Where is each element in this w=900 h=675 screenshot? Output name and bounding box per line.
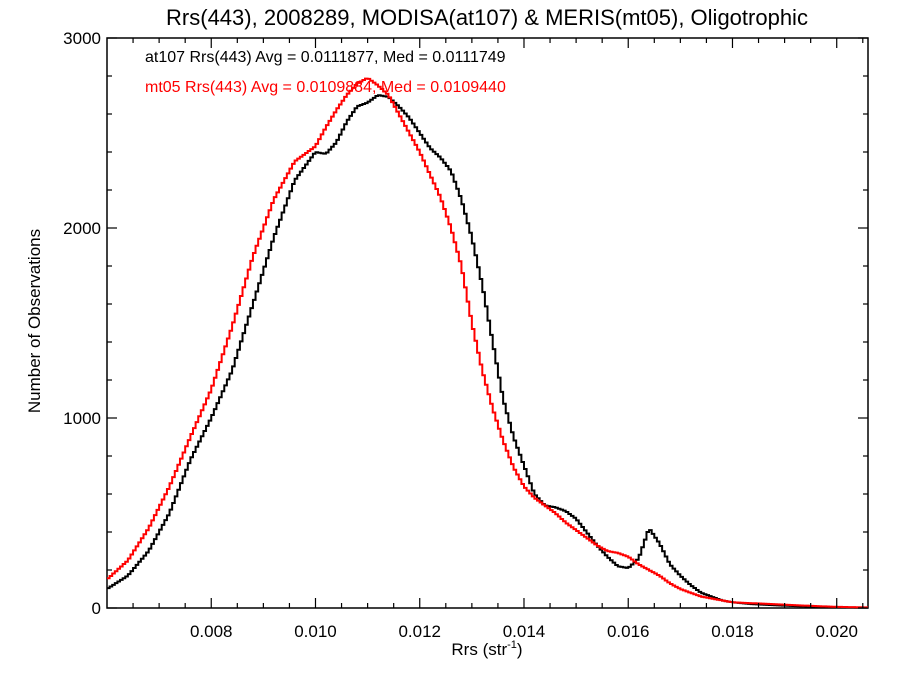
x-axis-label: Rrs (str-1): [451, 639, 522, 659]
x-axis-label-end: ): [517, 640, 523, 659]
plot-frame: [106, 37, 869, 609]
y-tick-label: 2000: [63, 219, 101, 238]
chart-title: Rrs(443), 2008289, MODISA(at107) & MERIS…: [166, 5, 808, 30]
legend-entry-at107: at107 Rrs(443) Avg = 0.0111877, Med = 0.…: [145, 49, 506, 66]
axis-layer: 0.008 0.010 0.012 0.014 0.016 0.018 0.020 0 1000…: [63, 29, 868, 641]
y-tick-label: 3000: [63, 29, 101, 48]
y-tick-label: 1000: [63, 409, 101, 428]
legend-entry-mt05: mt05 Rrs(443) Avg = 0.0109884, Med = 0.0…: [145, 79, 506, 96]
x-tick-label: 0.018: [711, 622, 754, 641]
y-axis-label: Number of Observations: [25, 229, 44, 413]
x-tick-label: 0.008: [190, 622, 233, 641]
x-tick-label: 0.010: [294, 622, 337, 641]
x-axis-label-superscript: -1: [507, 639, 517, 651]
x-tick-label: 0.020: [815, 622, 858, 641]
y-tick-label: 0: [92, 599, 101, 618]
x-tick-label: 0.012: [398, 622, 441, 641]
x-tick-label: 0.016: [607, 622, 650, 641]
x-tick-label: 0.014: [503, 622, 546, 641]
x-axis-label-main: Rrs (str: [451, 640, 507, 659]
series-layer: [107, 77, 868, 609]
series-mt05-line: [107, 77, 868, 609]
